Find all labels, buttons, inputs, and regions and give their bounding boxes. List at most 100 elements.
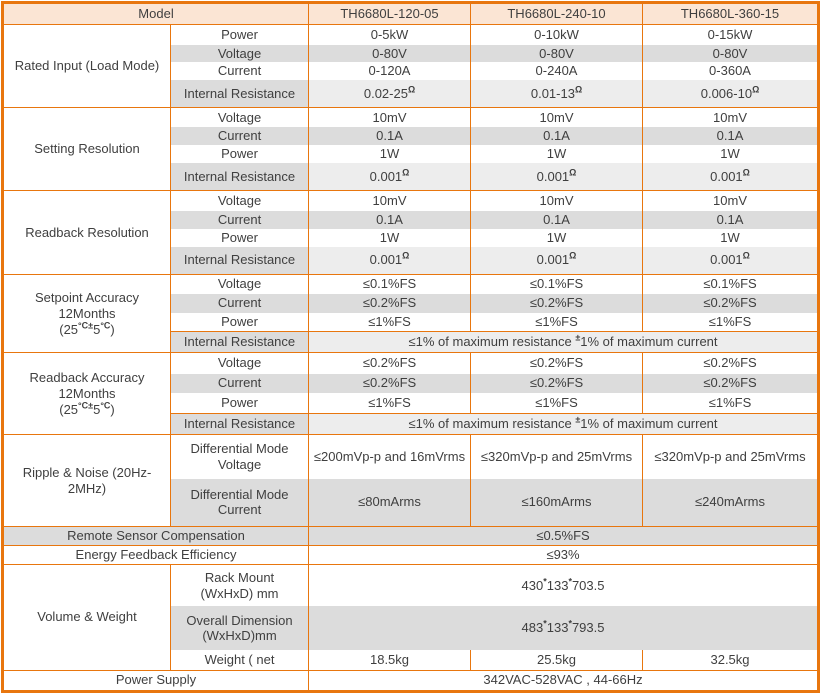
ohm-superscript: Ω [742, 167, 750, 178]
param-label-cell: Overall Dimension (WxHxD)mm [169, 606, 309, 651]
temp-text: 5 [93, 401, 101, 417]
value-cell: 0-240A [470, 62, 643, 81]
row-label-remote-sensor: Remote Sensor Compensation [1, 526, 309, 546]
param-label-cell: Voltage [169, 190, 309, 211]
param-label-line: Rack Mount [204, 569, 275, 585]
value-cell: 0.1A [470, 210, 643, 229]
value-cell: 0.1A [642, 210, 819, 229]
group-cell-setting-resolution: Setting Resolution [2, 106, 171, 191]
value-cell: 0-15kW [642, 24, 819, 45]
param-label-cell: Internal Resistance [169, 246, 309, 275]
group-cell-ripple-noise: Ripple & Noise (20Hz-2MHz) [2, 434, 171, 527]
param-label-cell: Weight ( net [169, 650, 309, 671]
value-cell: 0-80V [470, 44, 643, 63]
value-cell: ≤0.2%FS [308, 293, 471, 313]
param-label-cell: Differential Mode Current [169, 478, 309, 527]
value-text: 1% of maximum current [580, 416, 718, 432]
asterisk-superscript: * [543, 619, 547, 630]
value-cell: 0-120A [308, 62, 471, 81]
ohm-superscript: Ω [569, 167, 577, 178]
row-label-energy-feedback: Energy Feedback Efficiency [1, 545, 309, 565]
temp-range-line: (25°C±5°C) [7, 400, 167, 418]
merged-value-cell: 430*133*703.5 [308, 563, 819, 607]
value-cell: 0.001Ω [308, 162, 471, 191]
temp-text: ) [110, 401, 115, 417]
param-label-cell: Internal Resistance [169, 331, 309, 353]
param-label-cell: Internal Resistance [169, 80, 309, 108]
param-label-cell: Power [169, 312, 309, 332]
value-cell: ≤0.2%FS [470, 293, 643, 313]
value-cell: 1W [308, 228, 471, 247]
value-text: ≤1% of maximum resistance [408, 416, 576, 432]
group-cell-rated-input: Rated Input (Load Mode) [2, 24, 171, 108]
ohm-superscript: Ω [574, 84, 583, 95]
value-cell: ≤200mVp-p and 16mVrms [308, 434, 471, 479]
value-cell: 0.001Ω [642, 246, 819, 275]
merged-value-cell: 483*133*793.5 [308, 606, 819, 651]
param-label-cell: Voltage [169, 352, 309, 374]
celsius-superscript: °C [100, 400, 111, 411]
param-label-cell: Current [169, 293, 309, 313]
value-cell: ≤0.2%FS [308, 352, 471, 374]
param-label-cell: Internal Resistance [169, 162, 309, 191]
model-name-cell: TH6680L-240-10 [470, 2, 643, 25]
value-text: 0.001 [369, 252, 403, 268]
merged-value-cell: ≤93% [308, 545, 819, 565]
ohm-superscript: Ω [402, 167, 410, 178]
model-name-cell: TH6680L-360-15 [642, 2, 819, 25]
value-cell: 32.5kg [642, 650, 819, 671]
value-cell: 0.001Ω [470, 162, 643, 191]
param-label-cell: Power [169, 145, 309, 163]
value-cell: 0.001Ω [642, 162, 819, 191]
value-text: 0.006-10 [700, 85, 753, 101]
model-name-cell: TH6680L-120-05 [308, 2, 471, 25]
param-label-line: Overall Dimension [186, 612, 293, 628]
celsius-superscript: °C± [78, 320, 94, 331]
temp-range-line: (25°C±5°C) [7, 320, 167, 338]
value-cell: ≤0.2%FS [642, 373, 819, 393]
model-header-cell: Model [1, 2, 309, 25]
value-cell: 0.1A [308, 127, 471, 146]
value-cell: ≤1%FS [642, 312, 819, 332]
value-cell: 10mV [642, 190, 819, 211]
param-label-cell: Voltage [169, 106, 309, 128]
param-label-cell: Voltage [169, 44, 309, 63]
plus-minus-superscript: ± [575, 414, 581, 425]
value-text: 1% of maximum current [580, 334, 718, 350]
value-cell: 0-10kW [470, 24, 643, 45]
param-label-cell: Current [169, 127, 309, 146]
value-text: 0.02-25 [363, 85, 408, 101]
value-cell: 0.1A [470, 127, 643, 146]
param-label-cell: Differential Mode Voltage [169, 434, 309, 479]
param-label-cell: Current [169, 62, 309, 81]
value-cell: ≤0.1%FS [470, 274, 643, 294]
value-text: 0.001 [536, 168, 570, 184]
dim-text: 133 [546, 620, 569, 636]
value-cell: ≤0.1%FS [308, 274, 471, 294]
value-text: 0.001 [536, 252, 570, 268]
value-cell: 1W [470, 228, 643, 247]
value-cell: 25.5kg [470, 650, 643, 671]
group-label-line: 12Months [58, 305, 116, 321]
param-label-cell: Current [169, 210, 309, 229]
ohm-superscript: Ω [742, 251, 750, 262]
value-cell: 1W [642, 228, 819, 247]
value-cell: ≤1%FS [470, 392, 643, 414]
value-cell: 0-80V [308, 44, 471, 63]
value-cell: ≤240mArms [642, 478, 819, 527]
ohm-superscript: Ω [407, 84, 416, 95]
temp-text: 5 [93, 321, 101, 337]
value-cell: ≤0.2%FS [470, 373, 643, 393]
temp-text: (25 [59, 401, 79, 417]
value-cell: 0-80V [642, 44, 819, 63]
merged-value-cell: ≤1% of maximum resistance ±1% of maximum… [308, 331, 819, 353]
param-label-cell: Voltage [169, 274, 309, 294]
group-cell-readback-resolution: Readback Resolution [2, 190, 171, 275]
temp-text: ) [110, 321, 115, 337]
value-cell: 10mV [308, 106, 471, 128]
value-cell: 1W [470, 145, 643, 163]
dim-text: 703.5 [571, 577, 605, 593]
param-label-cell: Power [169, 228, 309, 247]
value-cell: ≤0.2%FS [642, 293, 819, 313]
